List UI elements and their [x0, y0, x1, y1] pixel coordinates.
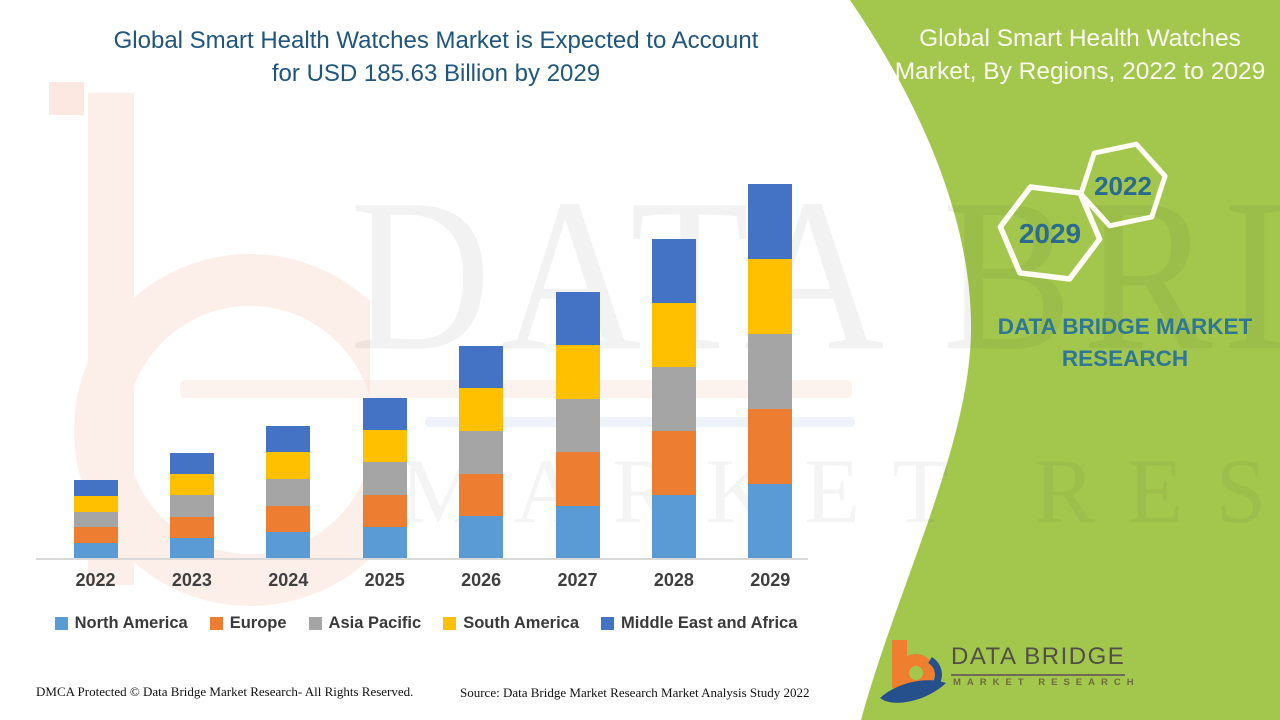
bar-segment-asia-pacific — [169, 495, 214, 517]
stacked-bar-2029 — [748, 184, 793, 559]
bar-segment-middle-east-and-africa — [555, 291, 600, 345]
bar-segment-south-america — [459, 388, 504, 431]
bar-segment-middle-east-and-africa — [169, 453, 214, 475]
right-panel-brand: DATA BRIDGE MARKET RESEARCH — [958, 311, 1280, 375]
chart-title: Global Smart Health Watches Market is Ex… — [30, 24, 842, 90]
bar-segment-asia-pacific — [266, 478, 311, 506]
logo-wordmark: DATA BRIDGE — [951, 643, 1126, 676]
faint-band — [425, 417, 855, 427]
legend-swatch — [601, 617, 615, 630]
right-panel-brand-line2: RESEARCH — [1061, 346, 1189, 371]
bar-segment-middle-east-and-africa — [748, 184, 793, 259]
watermark-text-big: DATA BRIDGE — [350, 154, 1280, 397]
source-note: Source: Data Bridge Market Research Mark… — [460, 685, 810, 700]
bar-segment-north-america — [73, 543, 118, 559]
x-axis-label-2027: 2027 — [557, 570, 598, 590]
bar-segment-asia-pacific — [459, 430, 504, 474]
bar-segment-europe — [459, 473, 504, 517]
bar-segment-europe — [555, 452, 600, 506]
right-panel-title-line1: Global Smart Health Watches — [919, 25, 1241, 52]
bar-segment-north-america — [651, 494, 696, 559]
legend-label: North America — [74, 614, 188, 632]
chart-title-line2: for USD 185.63 Billion by 2029 — [271, 60, 601, 87]
dmca-notice: DMCA Protected © Data Bridge Market Rese… — [36, 684, 414, 699]
bar-segment-europe — [266, 505, 311, 533]
hexagon-year-2029: 2029 — [1018, 218, 1082, 249]
bar-segment-north-america — [169, 537, 214, 559]
bar-segment-middle-east-and-africa — [651, 238, 696, 303]
legend-swatch — [209, 617, 223, 630]
bar-segment-north-america — [266, 532, 311, 559]
stacked-bar-2028 — [651, 238, 696, 559]
stacked-bar-2025 — [362, 398, 407, 559]
bar-segment-middle-east-and-africa — [362, 398, 407, 431]
x-axis-label-2023: 2023 — [171, 570, 212, 590]
bar-segment-north-america — [459, 516, 504, 559]
bar-segment-south-america — [266, 452, 311, 479]
chart-title-line1: Global Smart Health Watches Market is Ex… — [113, 27, 759, 54]
legend-item-middle-east-and-africa: Middle East and Africa — [601, 614, 797, 633]
year-hexagons — [997, 141, 1168, 282]
stacked-bar-2023 — [169, 453, 214, 559]
x-axis-line — [36, 558, 808, 560]
legend-label: Europe — [229, 614, 287, 632]
bar-segment-asia-pacific — [555, 398, 600, 452]
data-bridge-logo-icon — [880, 640, 946, 703]
bar-segment-north-america — [555, 505, 600, 559]
bar-segment-north-america — [748, 484, 793, 559]
chart-legend: North America Europe Asia Pacific South Ame… — [0, 614, 852, 633]
bar-segment-europe — [748, 409, 793, 484]
bar-segment-asia-pacific — [73, 511, 118, 528]
stacked-bar-2027 — [555, 291, 600, 559]
hexagon-2022 — [1078, 141, 1168, 229]
bar-segment-asia-pacific — [362, 462, 407, 495]
legend-swatch — [443, 617, 457, 630]
bar-segment-south-america — [362, 430, 407, 463]
legend-item-europe: Europe — [209, 614, 287, 633]
hexagon-2029 — [997, 184, 1103, 282]
bar-segment-asia-pacific — [651, 366, 696, 431]
bar-segment-middle-east-and-africa — [73, 480, 118, 496]
bar-chart: 2022 2023 2024 2025 2026 2027 2028 2029 — [73, 184, 793, 590]
legend-item-north-america: North America — [54, 614, 188, 633]
bar-segment-europe — [73, 527, 118, 544]
right-panel-title-line2: Market, By Regions, 2022 to 2029 — [894, 58, 1266, 85]
bar-segment-middle-east-and-africa — [266, 425, 311, 453]
bar-segment-europe — [169, 516, 214, 538]
bar-segment-europe — [362, 494, 407, 527]
x-axis-label-2024: 2024 — [268, 570, 309, 590]
stacked-bar-2024 — [266, 425, 311, 559]
bar-segment-asia-pacific — [748, 334, 793, 409]
stacked-bar-2026 — [459, 345, 504, 559]
watermark-text-small: MARKET RESEARCH — [400, 440, 1280, 542]
bar-segment-south-america — [73, 495, 118, 512]
bar-segment-middle-east-and-africa — [459, 345, 504, 389]
legend-label: Middle East and Africa — [621, 614, 798, 632]
legend-label: Asia Pacific — [328, 614, 422, 632]
bar-segment-europe — [651, 430, 696, 495]
legend-item-asia-pacific: Asia Pacific — [308, 614, 422, 633]
legend-item-south-america: South America — [443, 614, 579, 633]
x-axis-label-2025: 2025 — [364, 570, 405, 590]
bar-segment-south-america — [169, 474, 214, 496]
bar-segment-south-america — [748, 259, 793, 334]
hexagon-year-2022: 2022 — [1094, 171, 1152, 201]
legend-swatch — [308, 617, 322, 630]
right-panel-brand-line1: DATA BRIDGE MARKET — [997, 314, 1253, 339]
stacked-bar-2022 — [73, 480, 118, 559]
legend-swatch — [54, 617, 68, 630]
bar-segment-north-america — [362, 526, 407, 559]
x-axis-label-2028: 2028 — [653, 570, 694, 590]
legend-label: South America — [463, 614, 580, 632]
x-axis-label-2026: 2026 — [461, 570, 502, 590]
logo-subtitle: MARKET RESEARCH — [953, 677, 1140, 688]
bar-segment-south-america — [555, 345, 600, 399]
bar-segment-south-america — [651, 302, 696, 367]
right-panel-title: Global Smart Health Watches Market, By R… — [884, 22, 1276, 88]
x-axis-label-2029: 2029 — [750, 570, 791, 590]
x-axis-label-2022: 2022 — [75, 570, 116, 590]
